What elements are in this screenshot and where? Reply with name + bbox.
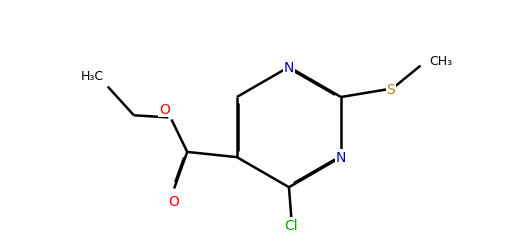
Text: N: N (284, 61, 294, 75)
Text: N: N (336, 150, 346, 165)
Text: O: O (168, 194, 180, 208)
Text: CH₃: CH₃ (430, 55, 453, 68)
Text: Cl: Cl (285, 218, 298, 232)
Text: S: S (386, 83, 395, 97)
Text: H₃C: H₃C (80, 70, 103, 83)
Text: O: O (159, 102, 170, 116)
